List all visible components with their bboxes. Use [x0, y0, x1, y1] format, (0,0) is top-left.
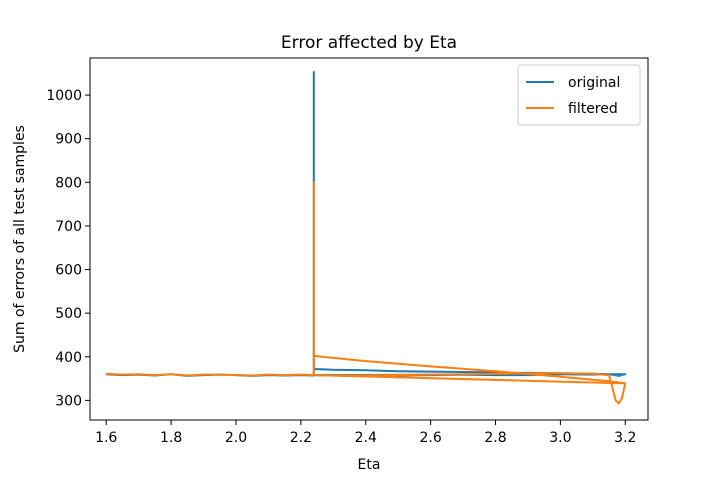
- y-tick-label: 300: [55, 393, 82, 409]
- legend-box: [517, 64, 641, 126]
- x-tick-label: 1.6: [95, 430, 117, 446]
- x-axis: 1.6 1.8 2.0 2.2 2.4 2.6 2.8 3.0 3.2: [95, 420, 636, 446]
- y-axis: 300 400 500 600 700 800 900 1000: [46, 88, 90, 409]
- x-tick-label: 3.2: [614, 430, 636, 446]
- legend-label-original: original: [568, 75, 620, 91]
- x-tick-label: 3.0: [549, 430, 571, 446]
- legend: original filtered: [517, 64, 641, 126]
- plot-area: [106, 71, 627, 405]
- x-tick-label: 2.0: [225, 430, 247, 446]
- x-axis-label: Eta: [358, 457, 381, 473]
- x-tick-label: 1.8: [160, 430, 182, 446]
- y-tick-label: 1000: [46, 88, 82, 104]
- y-tick-label: 900: [55, 132, 82, 148]
- x-tick-label: 2.4: [355, 430, 377, 446]
- axes-frame: [89, 57, 649, 421]
- x-tick-label: 2.6: [420, 430, 442, 446]
- y-axis-label: Sum of errors of all test samples: [12, 125, 28, 353]
- y-tick-label: 700: [55, 219, 82, 235]
- y-tick-label: 600: [55, 263, 82, 279]
- chart-title: Error affected by Eta: [281, 33, 457, 53]
- y-tick-label: 800: [55, 175, 82, 191]
- x-tick-label: 2.2: [290, 430, 312, 446]
- legend-label-filtered: filtered: [568, 101, 618, 117]
- series-line-filtered: [106, 181, 627, 405]
- y-tick-label: 400: [55, 350, 82, 366]
- y-tick-label: 500: [55, 306, 82, 322]
- x-tick-label: 2.8: [484, 430, 506, 446]
